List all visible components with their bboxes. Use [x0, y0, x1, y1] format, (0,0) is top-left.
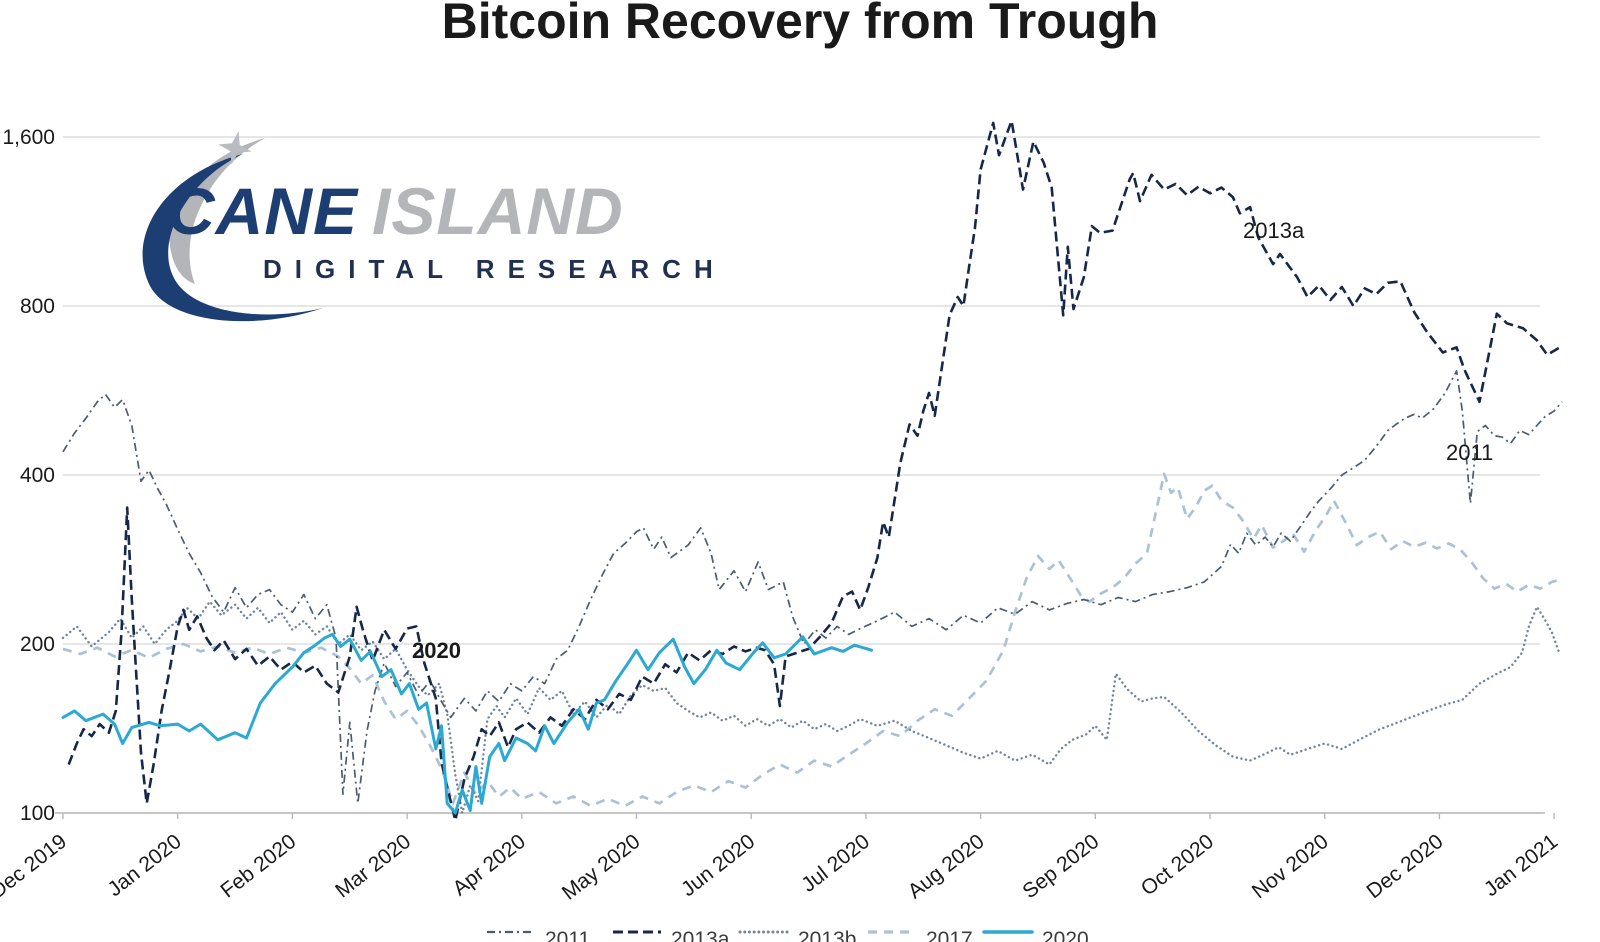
series-line-2011: [62, 370, 1563, 805]
cane-island-logo: CANE ISLAND DIGITAL RESEARCH: [95, 118, 755, 322]
x-axis-label: Jul 2020: [797, 830, 874, 897]
chart-title: Bitcoin Recovery from Trough: [441, 0, 1159, 49]
x-axis-label: May 2020: [558, 830, 645, 905]
x-axis-label: Dec 2019: [0, 830, 71, 903]
y-axis-label: 800: [20, 295, 55, 318]
x-axis-label: Mar 2020: [331, 830, 415, 903]
x-axis-label: Feb 2020: [216, 830, 300, 903]
x-axis-label: Oct 2020: [1137, 830, 1218, 901]
y-axis-label: 200: [20, 633, 55, 656]
x-axis-label: Dec 2020: [1362, 830, 1447, 903]
logo-star-icon: [218, 131, 252, 165]
logo-text-island: ISLAND: [372, 174, 624, 248]
logo-tagline: DIGITAL RESEARCH: [263, 254, 726, 284]
x-axis-label: Aug 2020: [904, 830, 989, 903]
logo-swoosh-icon: [142, 131, 323, 322]
logo-navy-crescent: [142, 154, 323, 322]
x-axis-label: Sep 2020: [1018, 830, 1103, 903]
series-annotation-2013a: 2013a: [1243, 218, 1305, 243]
logo-text-cane: CANE: [167, 174, 359, 248]
series-line-2020: [61, 632, 874, 815]
x-axis-label: Jun 2020: [677, 830, 759, 901]
logo-wordmark: CANE ISLAND: [167, 178, 624, 244]
x-axis-label: Jan 2021: [1480, 830, 1562, 901]
x-axis-label: Jan 2020: [104, 830, 186, 901]
legend-label-2013b: 2013b: [798, 928, 856, 942]
y-axis-label: 400: [20, 464, 55, 487]
legend-label-2020: 2020: [1042, 928, 1089, 942]
y-axis-label: 1,600: [2, 126, 55, 149]
series-line-2017: [62, 472, 1563, 808]
legend-label-2011: 2011: [545, 928, 590, 942]
x-axis-label: Nov 2020: [1248, 830, 1333, 903]
legend-label-2013a: 2013a: [671, 928, 730, 942]
series-annotation-2020: 2020: [412, 638, 461, 663]
legend-label-2017: 2017: [926, 928, 973, 942]
series-line-2013b: [61, 600, 1560, 815]
x-axis-label: Apr 2020: [449, 830, 530, 901]
y-axis-label: 100: [20, 802, 55, 825]
series-annotation-2011: 2011: [1446, 440, 1493, 465]
